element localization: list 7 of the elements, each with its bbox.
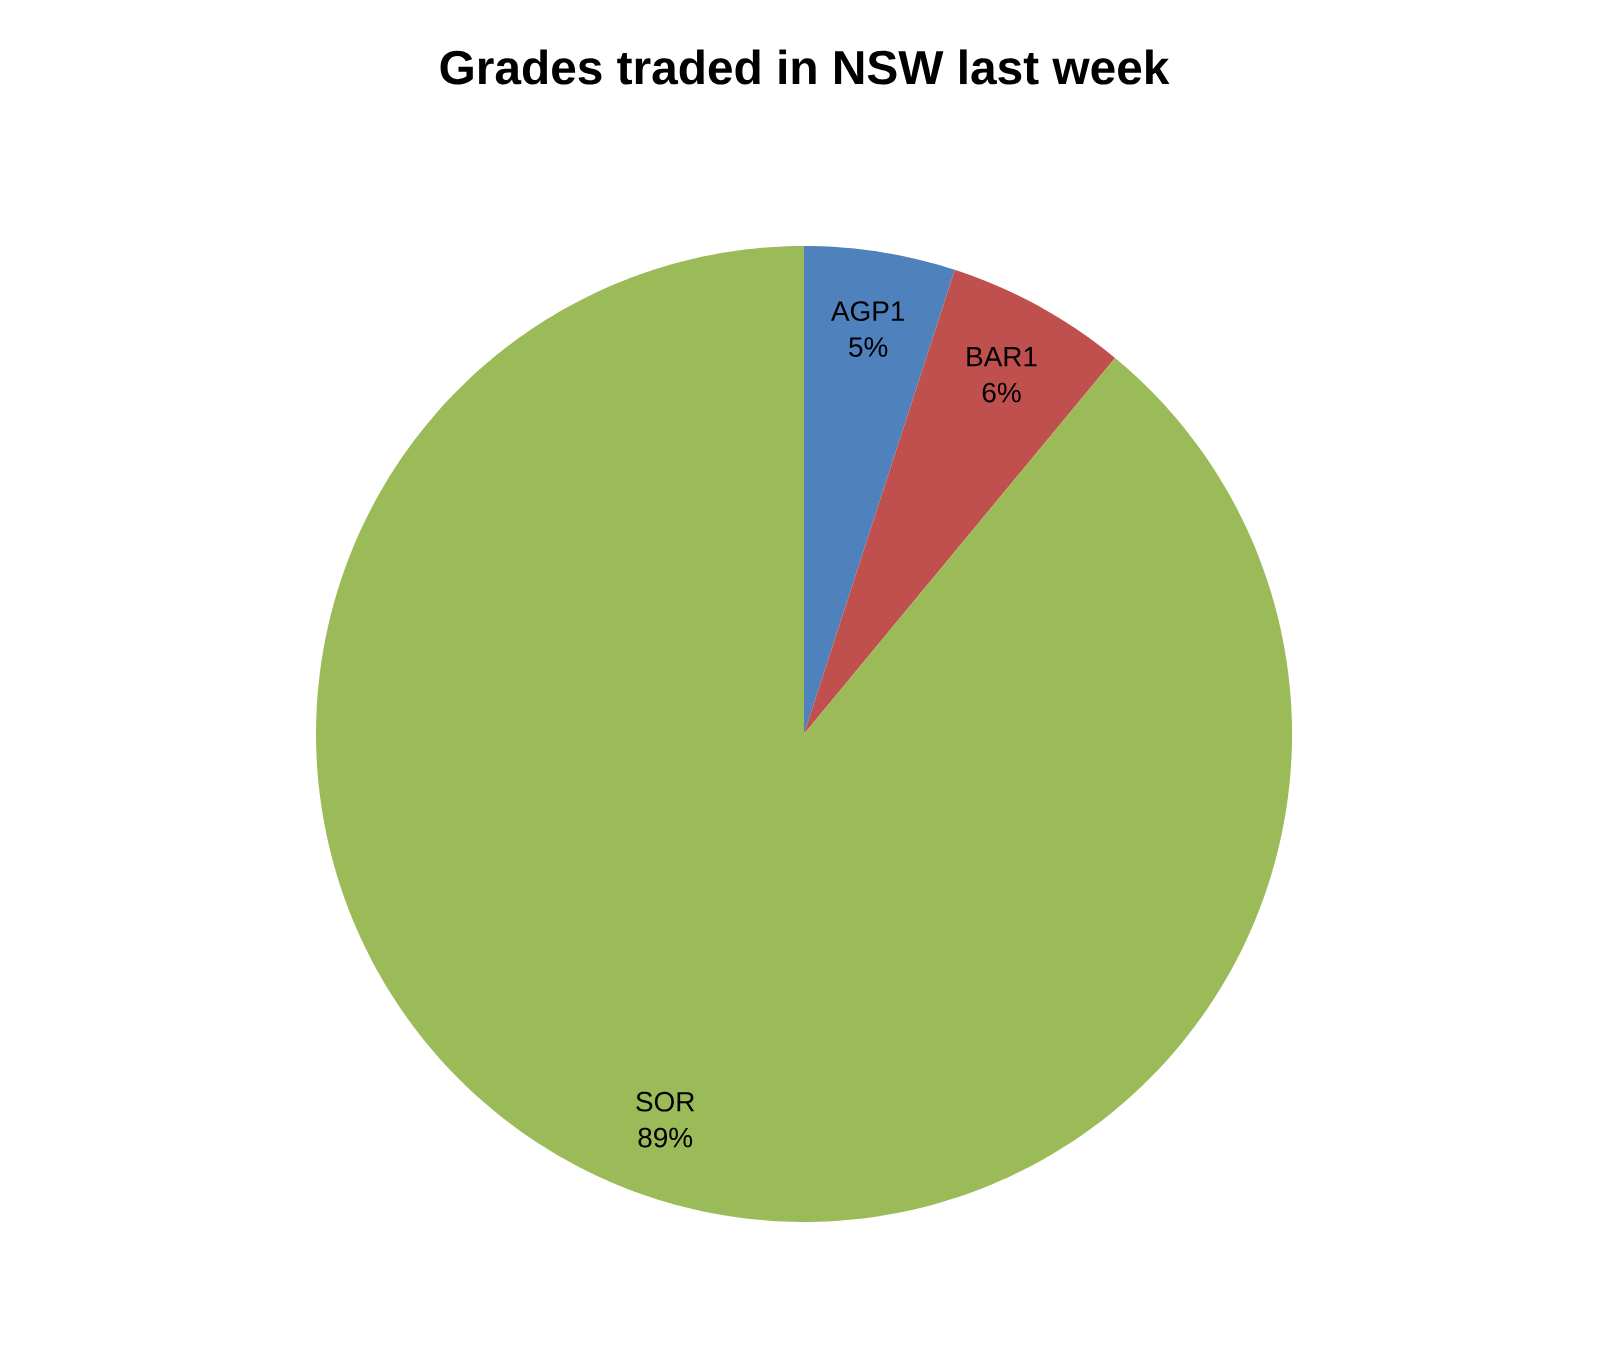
- data-label: 89%: [638, 1127, 693, 1148]
- data-label: 5%: [849, 337, 888, 357]
- data-label: 6%: [982, 382, 1021, 403]
- chart-title: Grades traded in NSW last week: [440, 49, 1170, 85]
- slice-label: AGP1: [831, 301, 905, 322]
- slice-label: SOR: [636, 1091, 695, 1112]
- slice-label: BAR1: [967, 347, 1037, 367]
